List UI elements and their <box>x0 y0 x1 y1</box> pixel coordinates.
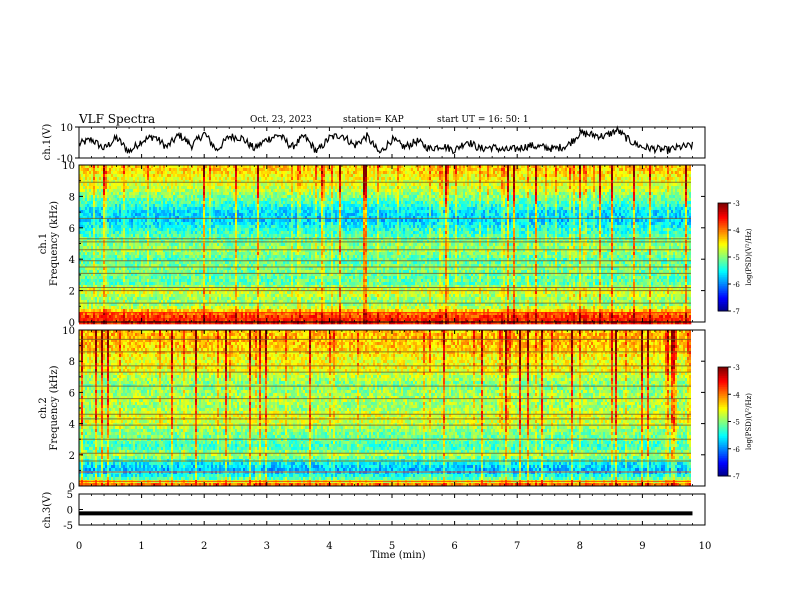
ch1-ytick-label: 4 <box>69 255 75 266</box>
ch2-colorbar-label: log(PSD)(V²/Hz) <box>745 393 753 450</box>
ch1-ytick-label: 6 <box>69 224 75 235</box>
ch1-ylabel: ch.1(V) <box>42 124 53 161</box>
x-tick-label: 2 <box>201 541 207 552</box>
x-tick-label: 1 <box>138 541 144 552</box>
ch2-ytick-label: 2 <box>69 451 75 462</box>
vlf-figure: 10-10ch.1(V)0246810ch.1 Frequency (kHz) -3… <box>0 0 792 612</box>
x-tick-label: 7 <box>514 541 520 552</box>
ch1-ytick-label: 2 <box>69 287 75 298</box>
ch1-colorbar-label: log(PSD)(V²/Hz) <box>745 228 753 285</box>
x-axis-label: Time (min) <box>370 550 425 561</box>
x-tick-label: 9 <box>639 541 645 552</box>
ch3-ytick-label: 0 <box>67 506 73 517</box>
ch3-waveform-band <box>79 511 692 515</box>
figure-title: VLF Spectra <box>79 112 155 126</box>
x-tick-label: 4 <box>326 541 332 552</box>
ch2-colorbar-tick-label: -3 <box>733 364 740 372</box>
ch2-ytick-label: 8 <box>69 357 75 368</box>
ch1-waveform-line <box>79 127 693 154</box>
ch2-ytick-label: 6 <box>69 388 75 399</box>
ch2-colorbar <box>718 367 728 477</box>
ch1-ytick-label: 10 <box>60 123 73 134</box>
ch3-waveform-frame <box>79 494 705 525</box>
ch1-ylabel-channel: ch.1 <box>38 233 49 255</box>
ch2-ytick-label: 10 <box>62 326 75 337</box>
ch1-colorbar-tick-label: -3 <box>733 200 740 208</box>
ch2-ylabel-channel: ch.2 <box>38 397 49 419</box>
x-tick-label: 0 <box>76 541 82 552</box>
date-label: Oct. 23, 2023 <box>250 115 312 125</box>
ch1-heatmap-cells <box>79 165 691 324</box>
ch1-nodata <box>691 165 705 322</box>
ch2-colorbar-tick-label: -6 <box>733 446 740 454</box>
ch2-colorbar-tick-label: -4 <box>733 391 740 399</box>
x-tick-label: 8 <box>577 541 583 552</box>
ch2-nodata <box>691 330 705 486</box>
ch3-ytick-label: -5 <box>63 521 73 532</box>
x-tick-label: 6 <box>451 541 457 552</box>
ch3-ylabel: ch.3(V) <box>42 492 53 529</box>
ch2-colorbar-tick-label: -5 <box>733 419 740 427</box>
ch1-ytick-label: 10 <box>62 161 75 172</box>
ch2-colorbar-tick-label: -7 <box>733 473 740 481</box>
ch1-colorbar-tick-label: -5 <box>733 254 740 262</box>
station-label: station= KAP <box>343 115 404 125</box>
ch1-colorbar-tick-label: -6 <box>733 281 740 289</box>
ch1-colorbar <box>718 203 728 312</box>
ch1-ytick-label: 8 <box>69 192 75 203</box>
start-time-label: start UT = 16: 50: 1 <box>437 115 529 125</box>
x-tick-label: 3 <box>264 541 270 552</box>
ch2-ylabel: Frequency (kHz) <box>49 365 60 450</box>
ch1-colorbar-tick-label: -4 <box>733 227 740 235</box>
ch3-ytick-label: 5 <box>67 490 73 501</box>
ch1-colorbar-tick-label: -7 <box>733 308 740 316</box>
ch1-ylabel: Frequency (kHz) <box>49 201 60 286</box>
x-tick-label: 10 <box>699 541 712 552</box>
ch2-heatmap-cells <box>79 330 691 486</box>
ch2-ytick-label: 4 <box>69 420 75 431</box>
